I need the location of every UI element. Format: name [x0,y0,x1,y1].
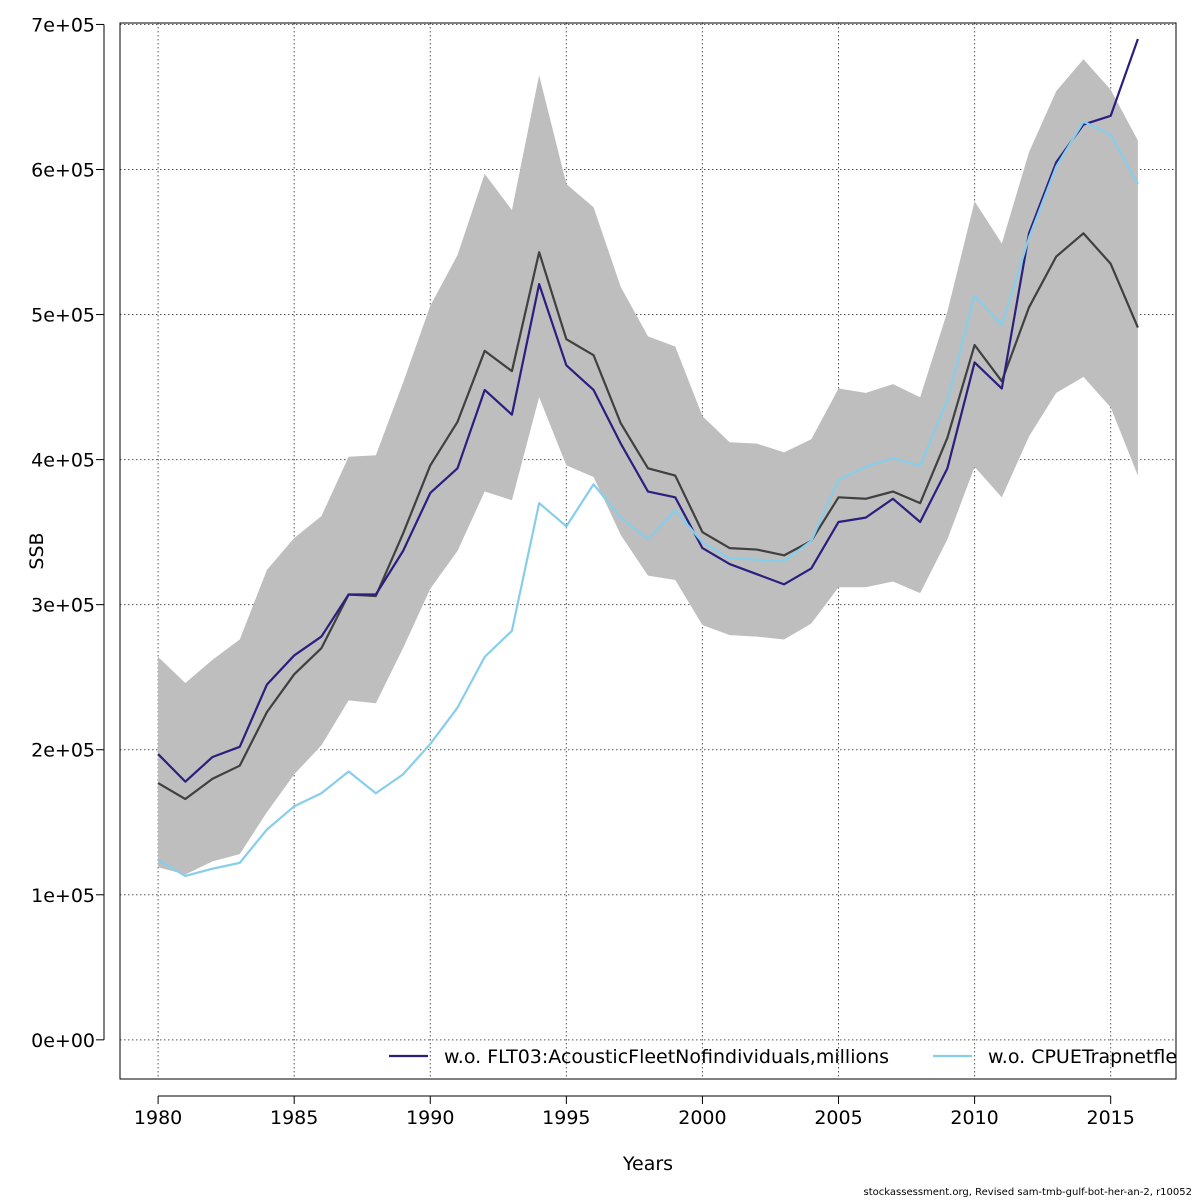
series-lines [157,38,1139,878]
y-tick-label: 5e+05 [31,305,95,327]
y-tick-label: 4e+05 [31,450,95,472]
x-tick-label: 1990 [406,1107,454,1129]
y-axis: 0e+00 1e+05 2e+05 3e+05 4e+05 5e+05 6e+05 7e+05 [31,14,105,1052]
x-tick-label: 1980 [134,1107,182,1129]
series-line-2 [157,120,1139,878]
x-tick-label: 1985 [270,1107,318,1129]
series-line-0 [157,232,1139,801]
legend-entries: w.o. FLT03:AcousticFleetNofindividuals,m… [389,1046,1177,1068]
y-tick-label: 7e+05 [31,14,95,36]
y-tick-label: 0e+00 [31,1030,95,1052]
y-axis-title: SSB [26,532,48,569]
x-tick-label: 2005 [814,1107,862,1129]
x-axis-title: Years [622,1153,673,1175]
legend: w.o. FLT03:AcousticFleetNofindividuals,m… [389,1046,1177,1068]
y-tick-label: 1e+05 [31,885,95,907]
legend-label: w.o. FLT03:AcousticFleetNofindividuals,m… [444,1046,889,1068]
footer-credit: stockassessment.org, Revised sam-tmb-gul… [863,1187,1192,1198]
plot-frame [119,22,1177,1080]
x-axis: 1980 1985 1990 1995 2000 2005 2010 2015 [134,1095,1135,1129]
x-tick-label: 1995 [542,1107,590,1129]
x-tick-label: 2015 [1087,1107,1135,1129]
y-tick-label: 6e+05 [31,160,95,182]
y-tick-label: 3e+05 [31,595,95,617]
y-tick-label: 2e+05 [31,740,95,762]
x-tick-label: 2000 [678,1107,726,1129]
legend-label: w.o. CPUETrapnetfle [988,1046,1177,1068]
series-line-1 [157,38,1139,783]
x-tick-label: 2010 [950,1107,998,1129]
